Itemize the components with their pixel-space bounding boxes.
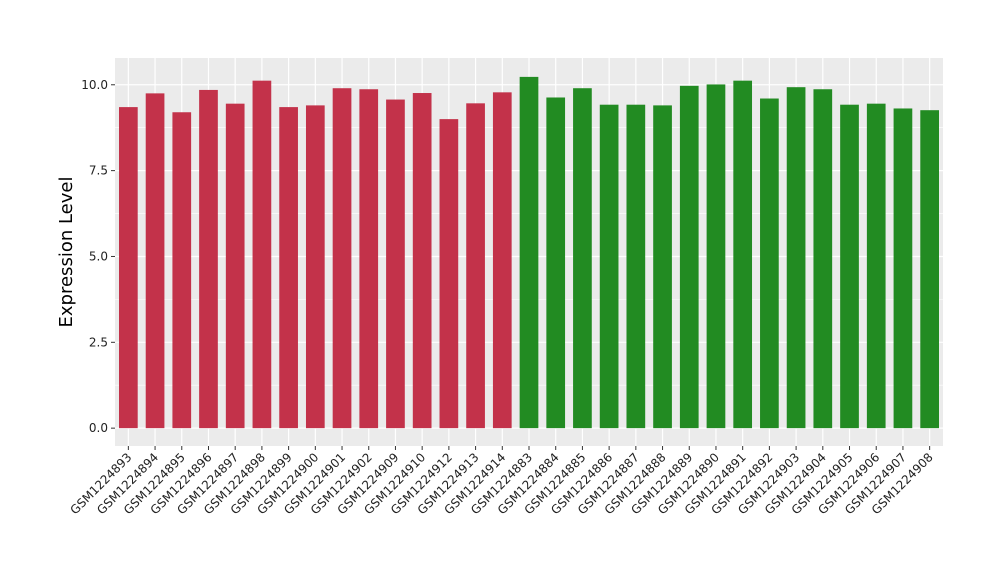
bar-GSM1224884 bbox=[546, 97, 566, 429]
bar-GSM1224899 bbox=[279, 107, 298, 429]
bar-GSM1224902 bbox=[359, 89, 379, 429]
bar-GSM1224898 bbox=[252, 80, 272, 429]
bar-GSM1224893 bbox=[119, 107, 138, 429]
bar-GSM1224908 bbox=[920, 110, 939, 429]
bar-GSM1224895 bbox=[172, 112, 192, 429]
bar-GSM1224909 bbox=[386, 99, 405, 429]
y-axis-title: Expression Level bbox=[56, 177, 77, 328]
bar-GSM1224883 bbox=[519, 76, 539, 429]
bar-GSM1224912 bbox=[439, 119, 459, 429]
bar-GSM1224886 bbox=[599, 104, 619, 429]
bar-GSM1224887 bbox=[626, 104, 646, 429]
y-tick-label: 0.0 bbox=[89, 421, 108, 435]
bar-GSM1224906 bbox=[866, 103, 886, 429]
bar-GSM1224885 bbox=[573, 88, 592, 429]
bar-GSM1224914 bbox=[492, 92, 512, 429]
bar-GSM1224890 bbox=[706, 84, 726, 429]
bar-GSM1224896 bbox=[199, 89, 218, 429]
bar-GSM1224904 bbox=[813, 89, 833, 429]
bar-GSM1224907 bbox=[893, 108, 913, 429]
bar-GSM1224900 bbox=[305, 105, 325, 429]
y-axis: 0.0 2.5 5.0 7.5 10.0 bbox=[81, 78, 115, 435]
y-tick-label: 2.5 bbox=[89, 335, 108, 349]
bar-GSM1224910 bbox=[412, 93, 432, 429]
bar-GSM1224889 bbox=[679, 85, 699, 429]
bar-GSM1224897 bbox=[225, 103, 245, 429]
bar-GSM1224903 bbox=[786, 87, 806, 429]
bar-GSM1224888 bbox=[653, 105, 672, 429]
bar-GSM1224892 bbox=[760, 98, 779, 429]
bar-GSM1224901 bbox=[332, 88, 352, 429]
bar-GSM1224894 bbox=[145, 93, 165, 429]
y-tick-label: 10.0 bbox=[81, 78, 108, 92]
x-axis: GSM1224893GSM1224894GSM1224895GSM1224896… bbox=[67, 446, 936, 517]
bar-GSM1224905 bbox=[840, 104, 859, 429]
bar-GSM1224891 bbox=[733, 80, 753, 429]
bar-GSM1224913 bbox=[466, 103, 485, 429]
y-tick-label: 7.5 bbox=[89, 164, 108, 178]
y-tick-label: 5.0 bbox=[89, 249, 108, 263]
bars-group bbox=[119, 76, 939, 429]
